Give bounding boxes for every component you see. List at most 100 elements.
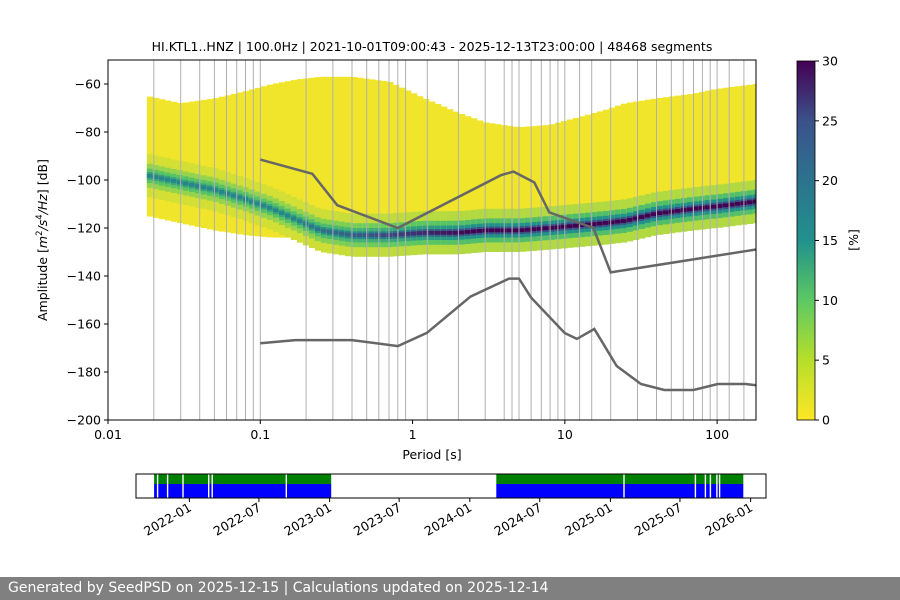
heatmap-density-cell	[590, 222, 598, 226]
heatmap-column	[518, 127, 526, 233]
heatmap-column	[704, 90, 712, 219]
timeline-coverage-blue	[496, 484, 744, 498]
heatmap-density-cell	[254, 201, 262, 206]
heatmap-density-cell	[200, 185, 208, 190]
heatmap-density-cell	[332, 230, 340, 235]
heatmap-column	[404, 90, 412, 238]
plot-frame	[107, 59, 757, 421]
heatmap-density-cell	[404, 232, 412, 236]
x-axis-ticks: 0.01 0.1 1 10 100	[94, 420, 729, 442]
heatmap-density-cell	[272, 208, 280, 213]
heatmap-density-cell	[722, 203, 730, 208]
heatmap-density-cell	[380, 233, 388, 238]
y-tick-label: −140	[67, 269, 101, 284]
heatmap-density-cell	[620, 219, 628, 223]
heatmap-density-cell	[350, 233, 358, 238]
heatmap-column	[230, 93, 238, 234]
heatmap-density-cell	[458, 230, 466, 235]
heatmap-density-cell	[260, 203, 268, 208]
heatmap-density-cell	[194, 184, 202, 188]
colorbar-tick-label: 15	[822, 233, 838, 248]
heatmap-column	[248, 89, 256, 236]
heatmap-column	[440, 106, 448, 238]
heatmap-column	[428, 101, 436, 238]
heatmap-density-cell	[314, 227, 322, 231]
heatmap-density-cell	[602, 221, 610, 225]
heatmap-density-cell	[284, 213, 292, 218]
heatmap-column	[494, 124, 502, 235]
heatmap-column	[560, 121, 568, 230]
timeline-gap	[704, 474, 707, 498]
heatmap-column	[596, 111, 604, 226]
heatmap-column	[416, 96, 424, 238]
heatmap-column	[350, 77, 358, 238]
timeline-tick-label: 2024-07	[492, 500, 545, 539]
heatmap-column	[530, 126, 538, 232]
heatmap-column	[410, 93, 418, 238]
heatmap-column	[584, 114, 592, 228]
heatmap-density-cell	[728, 202, 736, 207]
heatmap-density-cell	[518, 228, 526, 233]
heatmap-column	[734, 86, 742, 218]
heatmap-density-cell	[734, 201, 742, 206]
heatmap-column	[476, 120, 484, 236]
heatmap-column	[548, 124, 556, 231]
heatmap-density-cell	[224, 191, 232, 196]
timeline-coverage-green	[154, 474, 332, 484]
heatmap-column	[470, 118, 478, 237]
heatmap-column	[344, 76, 352, 238]
heatmap-density-cell	[560, 224, 568, 229]
heatmap-column	[680, 94, 688, 220]
heatmap-density-cell	[434, 230, 442, 235]
heatmap-column	[290, 80, 298, 238]
timeline-tick-label: 2025-01	[562, 500, 615, 539]
psd-density-heatmap	[146, 76, 756, 257]
heatmap-density-cell	[392, 232, 400, 237]
heatmap-column	[212, 98, 220, 231]
timeline-coverage-bars	[154, 474, 744, 498]
colorbar-tick-label: 10	[822, 293, 838, 308]
heatmap-column	[536, 125, 544, 232]
timeline-gap	[709, 474, 712, 498]
timeline-tick-label: 2023-07	[351, 500, 404, 539]
heatmap-column	[434, 104, 442, 238]
heatmap-column	[566, 119, 574, 229]
colorbar: 0 5 10 15 20 25 30 [%]	[796, 54, 861, 428]
heatmap-density-cell	[218, 190, 226, 194]
heatmap-density-cell	[338, 231, 346, 236]
heatmap-density-cell	[164, 177, 172, 182]
heatmap-density-cell	[422, 230, 430, 235]
y-tick-label: −60	[75, 77, 101, 92]
heatmap-density-cell	[152, 175, 160, 179]
heatmap-density-cell	[746, 200, 754, 205]
heatmap-density-cell	[326, 229, 334, 234]
heatmap-density-cell	[650, 212, 658, 217]
heatmap-column	[572, 117, 580, 229]
colorbar-tick-label: 5	[822, 353, 830, 368]
y-tick-label: −120	[67, 221, 101, 236]
heatmap-density-cell	[410, 231, 418, 236]
heatmap-column	[380, 80, 388, 238]
heatmap-column	[626, 102, 634, 223]
heatmap-column	[368, 79, 376, 238]
heatmap-density-cell	[524, 227, 532, 232]
y-tick-label: −180	[67, 365, 101, 380]
x-tick-label: 100	[705, 427, 729, 442]
heatmap-density-cell	[446, 230, 454, 235]
heatmap-column	[278, 82, 286, 238]
heatmap-column	[308, 77, 316, 238]
heatmap-density-cell	[212, 188, 220, 192]
timeline-gap	[208, 474, 210, 498]
y-tick-label: −100	[67, 173, 101, 188]
heatmap-density-cell	[686, 207, 694, 212]
heatmap-density-cell	[416, 231, 424, 235]
heatmap-density-cell	[398, 232, 406, 237]
heatmap-column	[284, 81, 292, 238]
heatmap-column	[224, 95, 232, 233]
heatmap-column	[632, 101, 640, 223]
y-axis-ticks: −60 −80 −100 −120 −140 −160 −180 −200	[67, 77, 108, 428]
chart-title: HI.KTL1..HNZ | 100.0Hz | 2021-10-01T09:0…	[152, 39, 713, 54]
heatmap-column	[650, 98, 658, 221]
heatmap-density-cell	[158, 176, 166, 181]
